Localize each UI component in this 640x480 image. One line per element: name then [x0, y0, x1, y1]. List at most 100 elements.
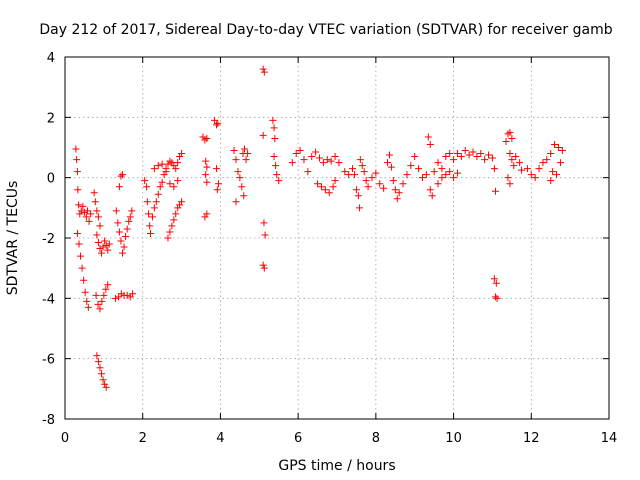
data-point [551, 140, 559, 148]
data-point [213, 121, 221, 129]
data-point [125, 217, 133, 225]
data-point [72, 145, 80, 153]
data-point [96, 305, 104, 313]
data-point [481, 156, 489, 164]
data-point [504, 130, 512, 138]
data-point [259, 131, 267, 139]
data-point [77, 207, 85, 215]
data-point [170, 216, 178, 224]
data-point [202, 171, 210, 179]
data-point [170, 162, 178, 170]
data-point [232, 198, 240, 206]
data-point [554, 144, 562, 151]
data-point [516, 159, 524, 167]
data-point [128, 207, 136, 215]
data-point [114, 219, 122, 227]
data-point [438, 165, 446, 173]
data-point [504, 174, 512, 182]
data-point [477, 150, 485, 158]
data-point [273, 171, 281, 179]
data-point [85, 217, 93, 225]
data-point [493, 294, 501, 302]
data-point [350, 171, 358, 179]
y-tick-label: -8 [42, 413, 55, 428]
data-point [240, 192, 248, 200]
data-point [426, 186, 434, 194]
data-point [202, 157, 210, 165]
data-point [275, 177, 283, 185]
y-tick-label: 0 [47, 172, 55, 187]
data-point [176, 201, 184, 209]
data-point [141, 177, 149, 185]
data-point [488, 154, 496, 162]
data-point [327, 157, 335, 165]
x-tick-label: 6 [294, 431, 302, 446]
data-point [296, 147, 304, 155]
data-point [270, 124, 278, 132]
data-point [316, 154, 324, 162]
grid-lines [64, 56, 610, 420]
data-point [158, 160, 166, 168]
data-point [407, 162, 415, 170]
data-point [104, 281, 112, 289]
data-point [117, 172, 125, 180]
data-point [450, 156, 458, 164]
data-point [77, 252, 85, 260]
data-point [213, 165, 221, 173]
data-point [358, 162, 366, 170]
data-point [527, 171, 535, 179]
data-point [553, 171, 561, 179]
data-point [349, 165, 357, 173]
data-point [87, 210, 95, 218]
data-point [385, 151, 393, 159]
data-point [415, 165, 423, 173]
data-point [244, 150, 252, 158]
data-point [75, 201, 83, 209]
data-point [91, 198, 99, 206]
data-point [74, 186, 82, 194]
data-point [341, 168, 349, 176]
y-tick-label: -2 [42, 232, 55, 247]
data-point [399, 180, 407, 188]
data-point [102, 383, 110, 391]
data-point [78, 264, 86, 272]
data-point [178, 150, 186, 158]
data-point [380, 184, 388, 192]
data-point [510, 162, 518, 170]
data-point [213, 186, 221, 194]
data-point [119, 249, 127, 257]
data-point [325, 189, 333, 197]
data-point [99, 243, 107, 251]
x-tick-label: 14 [601, 431, 618, 446]
data-point [164, 234, 172, 242]
data-point [129, 290, 137, 298]
data-point [174, 177, 182, 185]
data-point [236, 174, 244, 182]
data-point [453, 169, 461, 177]
data-point [93, 207, 101, 215]
data-point [543, 156, 551, 164]
data-point [442, 171, 450, 179]
data-point [174, 204, 182, 212]
y-tick-label: 2 [47, 111, 55, 126]
x-tick-labels: 0 2 4 6 8 10 12 14 [61, 431, 617, 446]
data-point [372, 169, 380, 177]
data-point [391, 186, 399, 194]
data-point [434, 159, 442, 167]
data-point [356, 156, 364, 164]
data-point [166, 228, 174, 236]
data-point [199, 133, 207, 141]
data-point [100, 291, 108, 299]
data-point [76, 210, 84, 218]
data-point [203, 163, 211, 171]
data-point [79, 202, 87, 210]
data-point [362, 177, 370, 185]
data-point [170, 183, 178, 191]
data-point [461, 147, 469, 155]
data-point [162, 168, 170, 176]
data-point [238, 183, 246, 191]
data-point [558, 147, 566, 155]
data-point [469, 148, 477, 156]
data-point [360, 168, 368, 176]
data-point [98, 370, 106, 378]
